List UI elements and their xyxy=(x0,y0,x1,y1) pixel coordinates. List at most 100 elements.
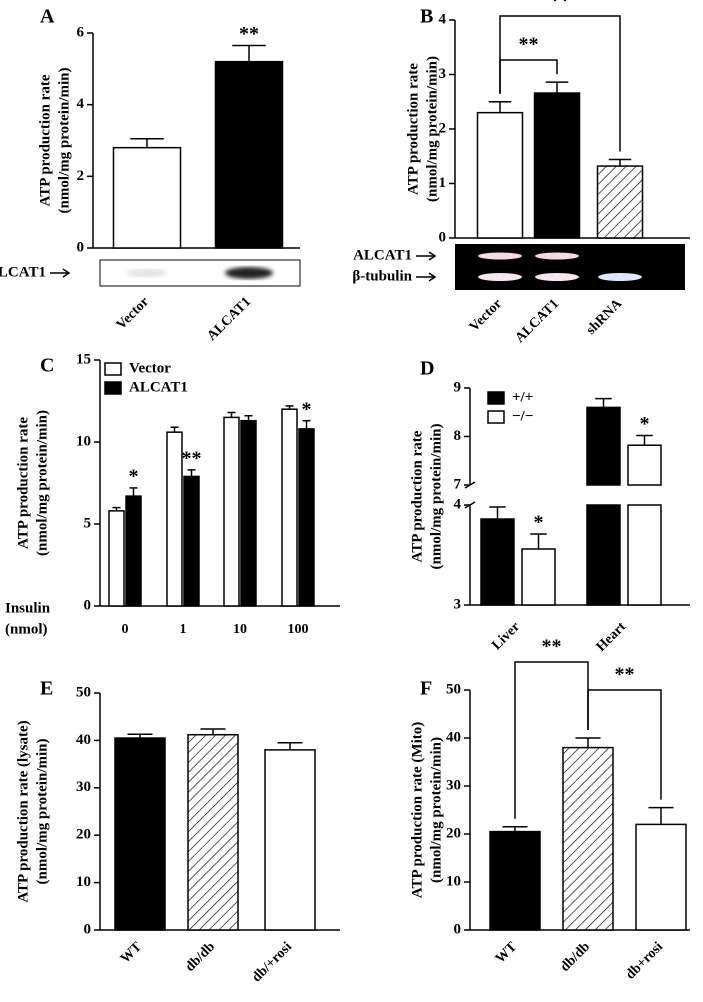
blot-arrow-head xyxy=(428,251,437,261)
bar xyxy=(298,428,315,607)
y-tick-label: 0 xyxy=(454,921,462,937)
bar xyxy=(533,92,581,239)
blot-band xyxy=(598,273,642,281)
y-axis-label: (nmol/mg protein/min) xyxy=(34,739,50,885)
y-axis-label: ATP production rate (lysate) xyxy=(15,720,31,902)
blot-label: ALCAT1 xyxy=(353,247,412,263)
bar xyxy=(166,431,183,607)
y-tick-label: 3 xyxy=(454,596,462,612)
bar xyxy=(281,408,298,607)
bar xyxy=(562,746,614,931)
y-tick-label: 20 xyxy=(446,825,461,841)
y-tick-label: 5 xyxy=(84,515,92,531)
blot-arrow-head xyxy=(428,272,437,282)
y-tick-label: 6 xyxy=(77,24,85,40)
y-axis-label: ATP production rate xyxy=(409,430,425,562)
legend-label: −/− xyxy=(512,408,533,424)
significance: ** xyxy=(615,664,635,686)
legend-swatch xyxy=(487,391,505,405)
y-tick-label: 4 xyxy=(77,96,85,112)
blot-arrow-head xyxy=(62,268,71,278)
bar xyxy=(627,444,662,486)
x-tick-label: 10 xyxy=(233,622,247,637)
significance: * xyxy=(640,413,650,435)
bar-base xyxy=(627,504,662,606)
blot-label: ALCAT1 xyxy=(0,264,46,280)
y-axis-label: (nmol/mg protein/min) xyxy=(56,68,72,214)
legend-label: Vector xyxy=(129,360,171,376)
bar xyxy=(223,416,240,607)
y-tick-label: 0 xyxy=(84,597,92,613)
y-tick-label: 9 xyxy=(454,379,462,395)
y-tick-label: 50 xyxy=(76,684,91,700)
significance: ** xyxy=(550,0,570,12)
blot-band xyxy=(225,267,273,279)
bar xyxy=(586,406,621,486)
x-tick-label: ALCAT1 xyxy=(513,296,562,345)
significance: ** xyxy=(182,447,202,469)
significance: * xyxy=(129,466,139,488)
blot-band xyxy=(535,273,579,281)
panel-label: E xyxy=(40,678,53,700)
panel-label: A xyxy=(40,6,55,28)
legend-swatch xyxy=(104,362,122,376)
significance: ** xyxy=(239,23,259,45)
x-tick-label: 100 xyxy=(288,622,309,637)
y-tick-label: 30 xyxy=(76,779,91,795)
x-tick-label: WT xyxy=(493,939,521,967)
bar xyxy=(476,111,524,239)
bar xyxy=(112,146,182,249)
legend-swatch xyxy=(104,381,122,395)
y-axis-label: ATP production rate xyxy=(405,63,421,195)
x-tick-label: shRNA xyxy=(584,296,626,338)
y-tick-label: 1 xyxy=(439,175,447,191)
y-tick-label: 30 xyxy=(446,777,461,793)
y-tick-label: 40 xyxy=(76,732,91,748)
bar xyxy=(480,518,515,606)
x-tick-label: db/+rosi xyxy=(249,939,295,985)
y-tick-label: 3 xyxy=(439,66,447,82)
blot-label: β-tubulin xyxy=(352,268,412,284)
x-tick-label: Liver xyxy=(489,619,523,653)
panel-label: B xyxy=(420,6,433,28)
bar xyxy=(114,737,166,931)
bar-base xyxy=(586,504,621,606)
y-tick-label: 4 xyxy=(439,11,447,27)
bar xyxy=(240,419,257,607)
y-tick-label: 10 xyxy=(446,873,461,889)
legend-swatch xyxy=(487,410,505,424)
x-tick-label: db/db xyxy=(558,939,594,975)
y-tick-label: 4 xyxy=(454,496,462,512)
significance: ** xyxy=(542,636,562,658)
y-tick-label: 10 xyxy=(76,433,91,449)
panel-label: F xyxy=(420,678,432,700)
y-tick-label: 2 xyxy=(439,120,447,136)
bar xyxy=(183,475,200,607)
y-tick-label: 40 xyxy=(446,729,461,745)
x-tick-label: Vector xyxy=(114,294,152,332)
significance: * xyxy=(534,512,544,534)
bar xyxy=(521,548,556,606)
x-tick-label: 0 xyxy=(122,622,129,637)
x-tick-label: Heart xyxy=(594,619,630,655)
y-axis-label: (nmol/mg protein/min) xyxy=(424,56,440,202)
bar xyxy=(108,510,125,607)
x-tick-label: WT xyxy=(118,939,146,967)
bar xyxy=(125,495,142,607)
x-tick-label: Vector xyxy=(467,296,505,334)
y-axis-label: ATP production rate xyxy=(37,74,53,206)
y-axis-label: (nmol/mg protein/min) xyxy=(428,737,444,883)
x-tick-label: db/db xyxy=(183,939,219,975)
significance-bracket xyxy=(499,15,621,152)
y-axis-label: (nmol/mg protein/min) xyxy=(34,410,50,556)
y-tick-label: 10 xyxy=(76,874,91,890)
x-axis-label: (nmol) xyxy=(5,621,48,637)
y-axis-label: (nmol/mg protein/min) xyxy=(428,424,444,570)
significance-bracket xyxy=(587,689,662,800)
y-tick-label: 20 xyxy=(76,827,91,843)
y-tick-label: 2 xyxy=(77,168,85,184)
significance: ** xyxy=(519,34,539,56)
significance: * xyxy=(302,398,312,420)
blot xyxy=(455,244,685,290)
